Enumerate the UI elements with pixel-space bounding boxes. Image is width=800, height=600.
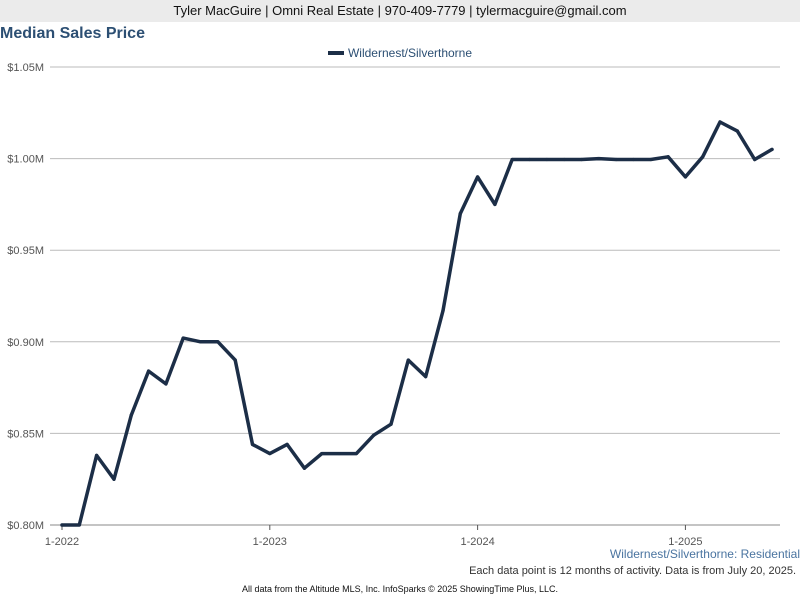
data-point (60, 523, 64, 527)
y-tick-label: $1.05M (7, 62, 44, 74)
data-point (285, 442, 289, 446)
data-point (95, 453, 99, 457)
data-point (354, 451, 358, 456)
y-tick-label: $0.85M (7, 428, 44, 440)
series-line (60, 120, 774, 527)
data-point (701, 155, 705, 159)
data-point (112, 477, 116, 481)
x-tick-label: 1-2023 (253, 536, 287, 548)
data-point (770, 147, 774, 152)
data-point (458, 211, 462, 216)
chart-legend: Wildernest/Silverthorne (0, 46, 800, 60)
data-point (476, 175, 480, 179)
data-point (753, 157, 757, 162)
header-contact-bar: Tyler MacGuire | Omni Real Estate | 970-… (0, 0, 800, 22)
x-tick-label: 1-2022 (45, 536, 79, 548)
y-tick-label: $0.90M (7, 337, 44, 349)
data-point (389, 422, 393, 426)
data-point (320, 451, 324, 456)
data-point (441, 309, 445, 313)
data-point (146, 369, 151, 373)
data-point (597, 157, 601, 161)
data-point (406, 358, 410, 362)
contact-info: Tyler MacGuire | Omni Real Estate | 970-… (173, 3, 627, 18)
chart-title: Median Sales Price (0, 25, 145, 42)
data-point (614, 157, 618, 162)
data-point (129, 413, 133, 417)
x-tick-label: 1-2024 (460, 536, 494, 548)
data-point (372, 433, 376, 437)
data-point (424, 375, 428, 379)
data-point (579, 157, 584, 162)
y-tick-label: $0.95M (7, 245, 44, 257)
y-tick-label: $0.80M (7, 520, 44, 532)
data-point (718, 120, 722, 124)
data-point (250, 442, 255, 446)
legend-swatch (327, 50, 344, 55)
y-tick-label: $1.00M (7, 154, 44, 166)
data-point (77, 523, 81, 527)
data-point (268, 451, 272, 456)
data-point (302, 466, 307, 470)
data-point (562, 157, 566, 162)
data-point (545, 157, 549, 162)
legend-label[interactable]: Wildernest/Silverthorne (347, 46, 473, 60)
data-point (198, 340, 203, 344)
source-note: All data from the Altitude MLS, Inc. Inf… (242, 584, 558, 594)
activity-note: Each data point is 12 months of activity… (469, 565, 796, 577)
data-point (164, 382, 168, 386)
data-point (735, 129, 739, 133)
data-point (527, 157, 532, 162)
data-point (493, 202, 497, 206)
x-tick-label: 1-2025 (668, 536, 702, 548)
data-point (510, 157, 514, 162)
data-point (181, 336, 185, 340)
data-point (649, 157, 653, 162)
data-point (216, 340, 220, 344)
data-point (233, 358, 237, 362)
data-point (337, 451, 341, 456)
series-label: Wildernest/Silverthorne: Residential (609, 547, 800, 561)
data-point (683, 175, 688, 179)
data-point (631, 157, 636, 162)
data-point (666, 155, 670, 159)
